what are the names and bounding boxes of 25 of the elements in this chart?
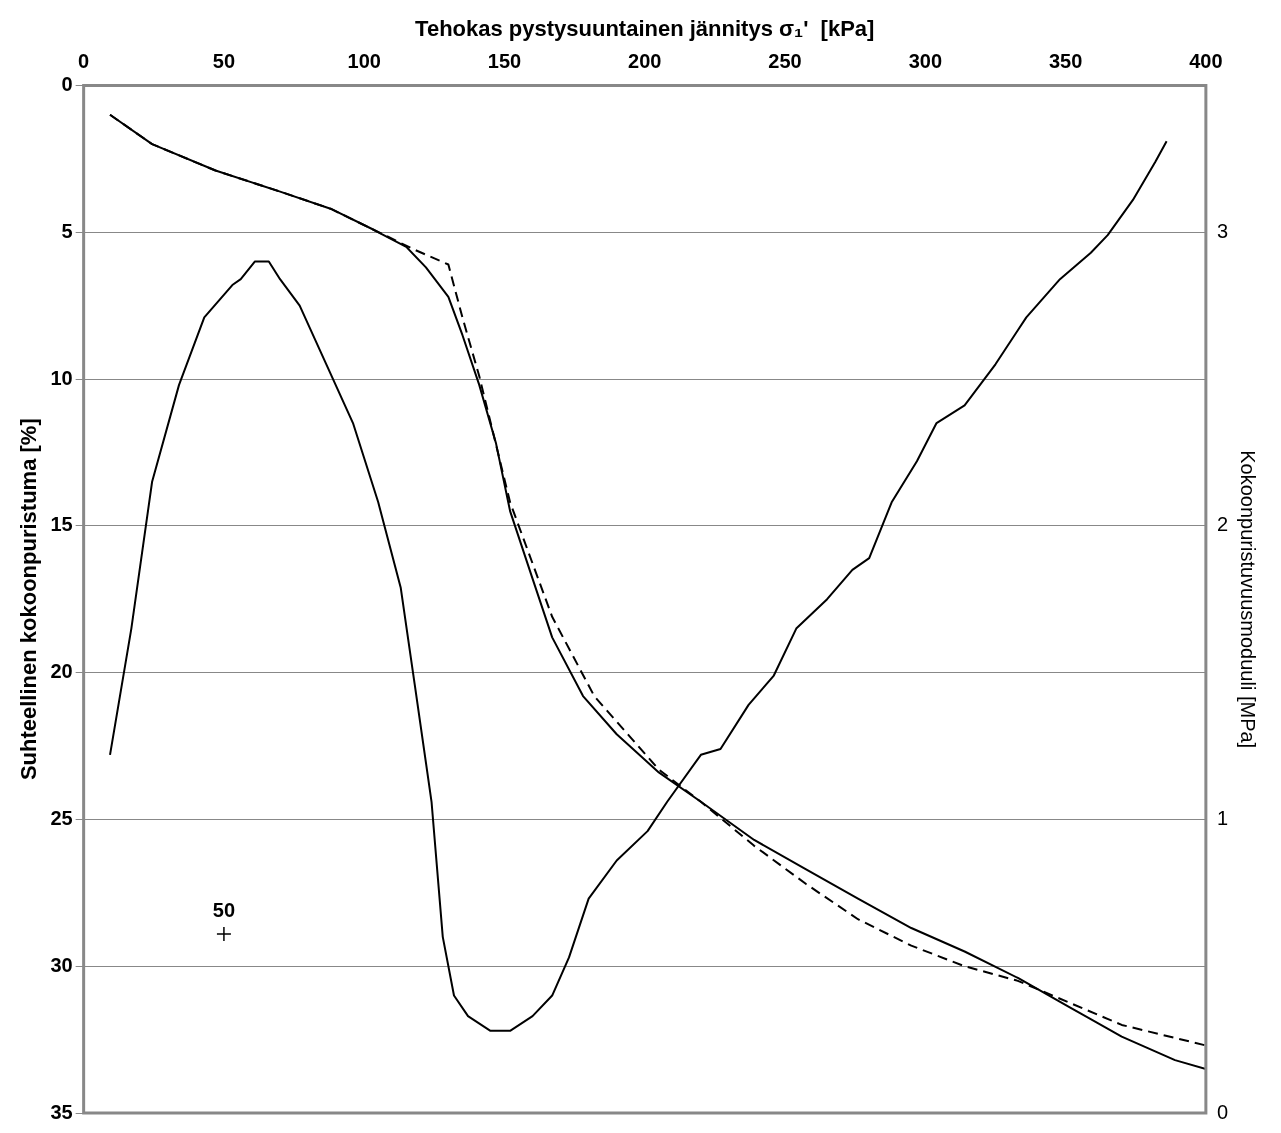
y2-tick-label: 0 [1216,1100,1228,1123]
y-axis-title: Suhteellinen kokoonpuristuma [%] [16,418,42,781]
x-tick-label: 400 [1189,49,1223,72]
x-tick-label: 150 [487,49,522,72]
x-tick-label: 250 [768,49,802,72]
annotation: 50 [212,899,236,922]
y-tick-label: 20 [50,660,73,683]
y-tick-label: 10 [50,366,73,389]
y2-axis-title: Kokoonpuristuvuusmoduuli [MPa] [1237,450,1260,749]
y-tick-label: 35 [50,1100,73,1123]
x-tick-label: 100 [347,49,381,72]
y2-tick-label: 2 [1216,513,1228,536]
y-tick-label: 0 [61,72,73,95]
x-tick-label: 0 [78,49,90,72]
y-tick-label: 5 [61,219,73,242]
y-tick-label: 25 [50,806,73,829]
x-tick-label: 200 [628,49,662,72]
x-tick-label: 50 [212,49,236,72]
y-tick-label: 30 [50,953,73,976]
x-tick-label: 350 [1048,49,1083,72]
x-axis-title: Tehokas pystysuuntainen jännitys σ₁' [kPa] [415,16,875,42]
y2-tick-label: 3 [1216,219,1228,242]
x-tick-label: 300 [908,49,943,72]
y-tick-label: 15 [50,513,73,536]
y2-tick-label: 1 [1216,806,1228,829]
